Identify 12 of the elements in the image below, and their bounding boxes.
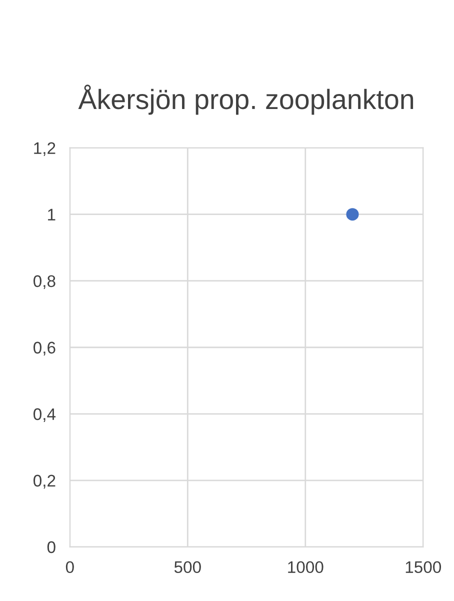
x-tick-label: 1500 — [406, 561, 442, 574]
x-tick-label: 0 — [66, 561, 74, 574]
y-tick-label: 0,4 — [34, 408, 56, 422]
x-tick-label: 1000 — [288, 561, 324, 574]
y-tick-label: 1 — [48, 208, 56, 220]
y-tick-label: 0 — [47, 541, 56, 554]
y-tick-label: 0,2 — [34, 474, 56, 489]
chart-title: Åkersjön prop. zooplankton — [78, 84, 414, 115]
y-tick-label: 0,8 — [34, 275, 56, 290]
x-tick-label: 500 — [174, 561, 201, 574]
y-tick-label: 1,2 — [34, 142, 56, 156]
y-tick-label: 0,6 — [34, 342, 56, 356]
